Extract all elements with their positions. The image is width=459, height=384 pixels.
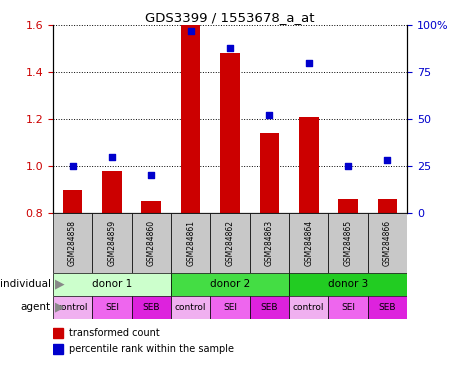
Text: GSM284861: GSM284861 xyxy=(186,220,195,266)
Bar xyxy=(141,201,161,213)
Bar xyxy=(53,328,63,338)
Text: GSM284865: GSM284865 xyxy=(343,220,352,266)
Bar xyxy=(53,296,92,319)
Text: SEI: SEI xyxy=(340,303,354,312)
Bar xyxy=(298,117,318,213)
Bar xyxy=(92,296,131,319)
Bar xyxy=(259,133,279,213)
Text: individual: individual xyxy=(0,279,50,289)
Text: control: control xyxy=(174,303,206,312)
Bar xyxy=(337,199,357,213)
Bar xyxy=(328,213,367,273)
Bar xyxy=(249,296,288,319)
Text: ▶: ▶ xyxy=(55,278,65,291)
Bar xyxy=(377,199,397,213)
Bar xyxy=(171,296,210,319)
Point xyxy=(147,172,155,179)
Bar xyxy=(288,213,328,273)
Bar xyxy=(210,296,249,319)
Bar xyxy=(171,273,288,296)
Text: GSM284866: GSM284866 xyxy=(382,220,391,266)
Bar xyxy=(53,213,92,273)
Bar xyxy=(92,213,131,273)
Text: control: control xyxy=(292,303,324,312)
Bar xyxy=(171,213,210,273)
Point xyxy=(344,163,351,169)
Bar xyxy=(62,190,82,213)
Point xyxy=(226,45,233,51)
Bar xyxy=(367,213,406,273)
Text: SEI: SEI xyxy=(105,303,119,312)
Bar xyxy=(53,273,171,296)
Point xyxy=(186,28,194,34)
Text: ▶: ▶ xyxy=(55,301,65,314)
Text: SEB: SEB xyxy=(260,303,278,312)
Text: GSM284859: GSM284859 xyxy=(107,220,116,266)
Point xyxy=(383,157,390,164)
Bar xyxy=(220,53,239,213)
Text: GSM284864: GSM284864 xyxy=(303,220,313,266)
Text: control: control xyxy=(57,303,88,312)
Bar xyxy=(249,213,288,273)
Point xyxy=(108,154,115,160)
Text: transformed count: transformed count xyxy=(69,328,160,338)
Text: SEB: SEB xyxy=(378,303,395,312)
Bar xyxy=(102,171,122,213)
Bar xyxy=(180,25,200,213)
Point xyxy=(265,112,273,118)
Text: percentile rank within the sample: percentile rank within the sample xyxy=(69,344,234,354)
Bar xyxy=(367,296,406,319)
Bar xyxy=(210,213,249,273)
Title: GDS3399 / 1553678_a_at: GDS3399 / 1553678_a_at xyxy=(145,11,314,24)
Text: SEB: SEB xyxy=(142,303,160,312)
Text: donor 2: donor 2 xyxy=(209,279,250,289)
Text: donor 3: donor 3 xyxy=(327,279,367,289)
Text: GSM284860: GSM284860 xyxy=(146,220,156,266)
Text: SEI: SEI xyxy=(223,303,236,312)
Bar xyxy=(131,296,171,319)
Bar xyxy=(131,213,171,273)
Point xyxy=(69,163,76,169)
Text: agent: agent xyxy=(21,302,50,312)
Bar xyxy=(53,344,63,354)
Text: GSM284862: GSM284862 xyxy=(225,220,234,266)
Text: GSM284863: GSM284863 xyxy=(264,220,273,266)
Text: GSM284858: GSM284858 xyxy=(68,220,77,266)
Point xyxy=(304,60,312,66)
Text: donor 1: donor 1 xyxy=(92,279,132,289)
Bar xyxy=(328,296,367,319)
Bar xyxy=(288,273,406,296)
Bar xyxy=(288,296,328,319)
